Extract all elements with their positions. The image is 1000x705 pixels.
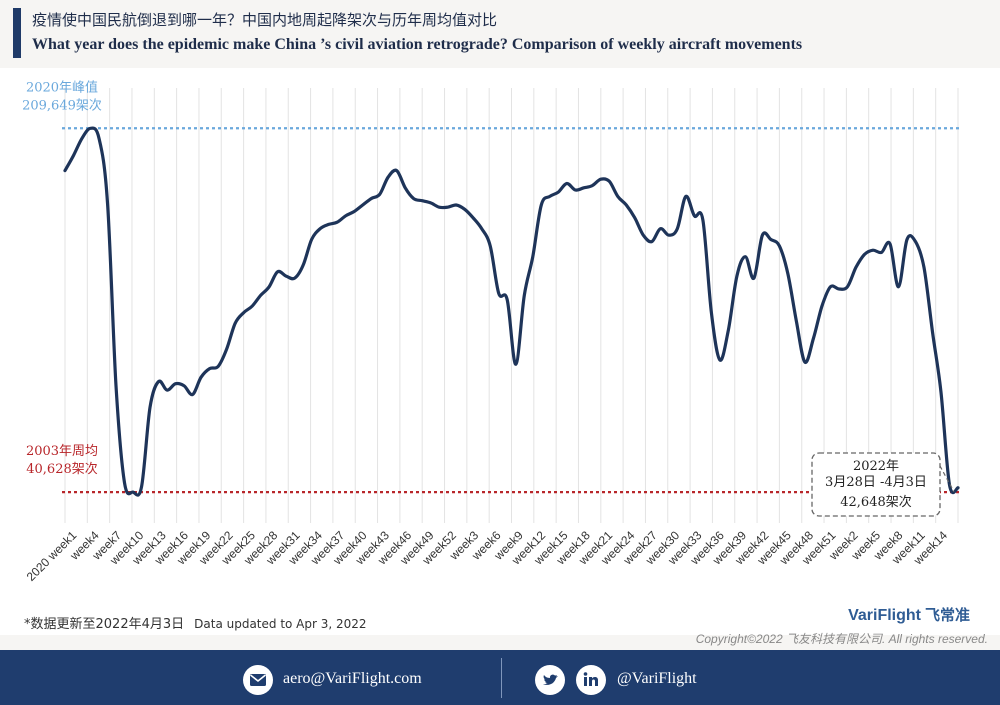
twitter-icon[interactable] bbox=[535, 665, 565, 695]
annotation-pointer bbox=[939, 465, 955, 493]
annotation-text: 42,648架次 bbox=[840, 494, 912, 510]
reference-value-label: 209,649架次 bbox=[22, 97, 102, 113]
annotation-text: 2022年 bbox=[853, 459, 899, 474]
chart-panel: 2020年峰值 209,649架次 2003年周均 40,628架次 2022年 3月28… bbox=[0, 68, 1000, 635]
brand-logo: VariFlight 飞常准 bbox=[848, 604, 970, 625]
social-handle[interactable]: @VariFlight bbox=[617, 670, 697, 687]
chart-title-cn: 疫情使中国民航倒退到哪一年？中国内地周起降架次与历年周均值对比 bbox=[32, 11, 498, 29]
footer-divider bbox=[501, 658, 502, 698]
email-link[interactable]: aero@VariFlight.com bbox=[283, 670, 422, 687]
series-line bbox=[63, 126, 960, 497]
annotation-text: 3月28日 -4月3日 bbox=[825, 475, 927, 490]
footer-bar: aero@VariFlight.com @VariFlight bbox=[0, 650, 1000, 705]
line-chart: 2020年峰值 209,649架次 2003年周均 40,628架次 2022年3月28… bbox=[22, 79, 962, 584]
data-update-note-cn: *数据更新至2022年4月3日 bbox=[24, 617, 185, 632]
title-accent-bar bbox=[13, 8, 21, 58]
reference-label: 2020年峰值 bbox=[26, 79, 98, 95]
mail-icon[interactable] bbox=[243, 665, 273, 695]
data-update-note: *数据更新至2022年4月3日 Data updated to Apr 3, 20… bbox=[24, 613, 367, 632]
brand-name: VariFlight bbox=[848, 607, 921, 624]
brand-name-cn: 飞常准 bbox=[924, 606, 970, 624]
chart-title-en: What year does the epidemic make China ’… bbox=[32, 36, 803, 53]
reference-value-label: 40,628架次 bbox=[26, 461, 98, 477]
reference-label: 2003年周均 bbox=[26, 444, 98, 459]
annotation-box bbox=[811, 452, 941, 517]
data-update-note-en: Data updated to Apr 3, 2022 bbox=[194, 617, 367, 631]
linkedin-icon[interactable] bbox=[576, 665, 606, 695]
copyright-text: Copyright©2022 飞友科技有限公司. All rights rese… bbox=[695, 632, 988, 646]
